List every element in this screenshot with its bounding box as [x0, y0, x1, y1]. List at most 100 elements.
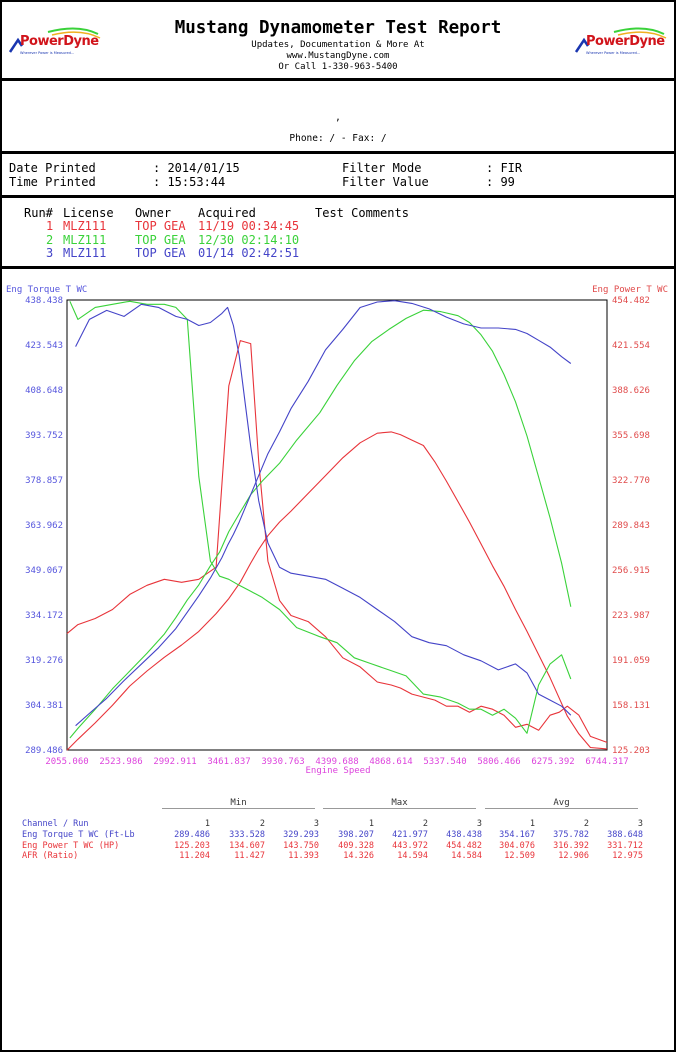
left-tick-label: 408.648 — [25, 386, 63, 396]
left-tick-label: 289.486 — [25, 746, 63, 756]
stats-row-label: Eng Power T WC (HP) — [22, 840, 120, 851]
time-printed-value: : 15:53:44 — [153, 175, 226, 189]
runs-col-run: Run# — [24, 206, 53, 220]
customer-comma: , — [335, 112, 341, 123]
right-tick-label: 125.203 — [612, 746, 650, 756]
series-line-run2-torque — [69, 300, 572, 734]
run-row-owner: TOP GEA — [135, 246, 186, 260]
customer-phone-fax: Phone: / - Fax: / — [289, 133, 387, 144]
date-printed-value: : 2014/01/15 — [153, 161, 240, 175]
logo-text-dyne: Dyne — [629, 34, 665, 49]
runs-col-license: License — [63, 206, 114, 220]
filter-value-value: : 99 — [486, 175, 515, 189]
header-updates-line: Updates, Documentation & More At — [251, 40, 425, 50]
stats-cell: 14.594 — [397, 851, 428, 861]
stats-cell: 304.076 — [499, 840, 535, 851]
logo-swoosh-icon — [8, 27, 101, 53]
powerdyne-logo-left: PowerDyne Wherever Power is Measured... — [8, 26, 104, 58]
report-title: Mustang Dynamometer Test Report — [174, 18, 502, 38]
stats-group-header: Avg — [553, 798, 570, 808]
run-row-acquired: 01/14 02:42:51 — [198, 246, 300, 260]
stats-cell: 14.584 — [451, 851, 482, 861]
stats-cell: 331.712 — [607, 840, 643, 851]
stats-cell: 12.975 — [612, 851, 643, 861]
stats-cell: 11.427 — [234, 851, 265, 861]
right-tick-label: 158.131 — [612, 701, 650, 711]
stats-cell: 329.293 — [283, 830, 319, 840]
stats-cell: 11.393 — [288, 851, 319, 861]
divider — [0, 195, 676, 198]
stats-cell: 12.509 — [504, 851, 535, 861]
run-row-acquired: 12/30 02:14:10 — [198, 233, 300, 247]
left-tick-label: 349.067 — [25, 566, 63, 576]
logo-text-dyne: Dyne — [63, 34, 99, 49]
right-tick-label: 223.987 — [612, 611, 650, 621]
stats-cell: 421.977 — [392, 830, 428, 840]
stats-cell: 454.482 — [446, 840, 482, 851]
logo-tagline: Wherever Power is Measured... — [20, 51, 75, 55]
runs-col-owner: Owner — [135, 206, 172, 220]
stats-cell: 316.392 — [553, 840, 589, 851]
stats-cell: 289.486 — [174, 830, 210, 840]
time-printed-label: Time Printed — [9, 175, 96, 189]
stats-run-number: 1 — [204, 819, 210, 829]
left-tick-label: 363.962 — [25, 521, 63, 531]
dyno-chart: 438.438 423.543 408.648 393.752 378.857 363.9… — [25, 296, 650, 767]
divider — [0, 78, 676, 81]
series-line-run1-power — [66, 431, 608, 751]
runs-col-comments: Test Comments — [315, 206, 409, 220]
stats-cell: 14.326 — [343, 851, 374, 861]
x-tick-label: 4399.688 — [315, 757, 358, 767]
left-tick-label: 393.752 — [25, 431, 63, 441]
stats-run-number: 2 — [422, 819, 428, 829]
run-row-acquired: 11/19 00:34:45 — [198, 219, 300, 233]
stats-cell: 375.782 — [553, 830, 589, 840]
stats-cell: 398.207 — [338, 830, 374, 840]
stats-cell: 143.750 — [283, 840, 319, 851]
stats-group-rule — [162, 808, 315, 809]
stats-cell: 333.528 — [229, 830, 265, 840]
stats-cell: 12.906 — [558, 851, 589, 861]
filter-value-label: Filter Value — [342, 175, 429, 189]
stats-cell: 409.328 — [338, 840, 374, 851]
runs-col-acquired: Acquired — [198, 206, 256, 220]
x-tick-label: 3930.763 — [261, 757, 304, 767]
right-tick-label: 256.915 — [612, 566, 650, 576]
x-tick-label: 2523.986 — [99, 757, 142, 767]
stats-cell: 388.648 — [607, 830, 643, 840]
header-website[interactable]: www.MustangDyne.com — [286, 51, 390, 61]
series-line-run3-torque — [75, 303, 572, 716]
series-line-run1-torque — [66, 340, 608, 743]
right-tick-label: 454.482 — [612, 296, 650, 306]
run-row-number: 3 — [46, 246, 54, 260]
logo-swoosh-icon — [574, 27, 667, 53]
stats-cell: 438.438 — [446, 830, 482, 840]
left-tick-label: 304.381 — [25, 701, 63, 711]
right-tick-label: 421.554 — [612, 341, 650, 351]
stats-run-number: 1 — [529, 819, 535, 829]
run-row-number: 2 — [46, 233, 54, 247]
right-tick-label: 355.698 — [612, 431, 650, 441]
left-tick-label: 334.172 — [25, 611, 63, 621]
x-tick-label: 4868.614 — [369, 757, 412, 767]
stats-channel-run-label: Channel / Run — [22, 819, 89, 829]
stats-cell: 354.167 — [499, 830, 535, 840]
right-tick-label: 191.059 — [612, 656, 650, 666]
divider — [0, 266, 676, 269]
run-row-license: MLZ111 — [63, 233, 107, 247]
filter-mode-value: : FIR — [486, 161, 523, 175]
left-tick-label: 378.857 — [25, 476, 63, 486]
powerdyne-logo-right: PowerDyne Wherever Power is Measured... — [574, 26, 670, 58]
run-row-number: 1 — [46, 219, 54, 233]
stats-run-number: 3 — [313, 819, 319, 829]
stats-run-number: 3 — [637, 819, 643, 829]
run-row-license: MLZ111 — [63, 246, 107, 260]
left-tick-label: 438.438 — [25, 296, 63, 306]
logo-text-power: Power — [586, 34, 630, 49]
stats-cell: 125.203 — [174, 840, 210, 851]
date-printed-label: Date Printed — [9, 161, 96, 175]
logo-tagline: Wherever Power is Measured... — [586, 51, 641, 55]
left-tick-label: 423.543 — [25, 341, 63, 351]
right-tick-label: 322.770 — [612, 476, 650, 486]
series-line-run2-power — [69, 309, 572, 739]
